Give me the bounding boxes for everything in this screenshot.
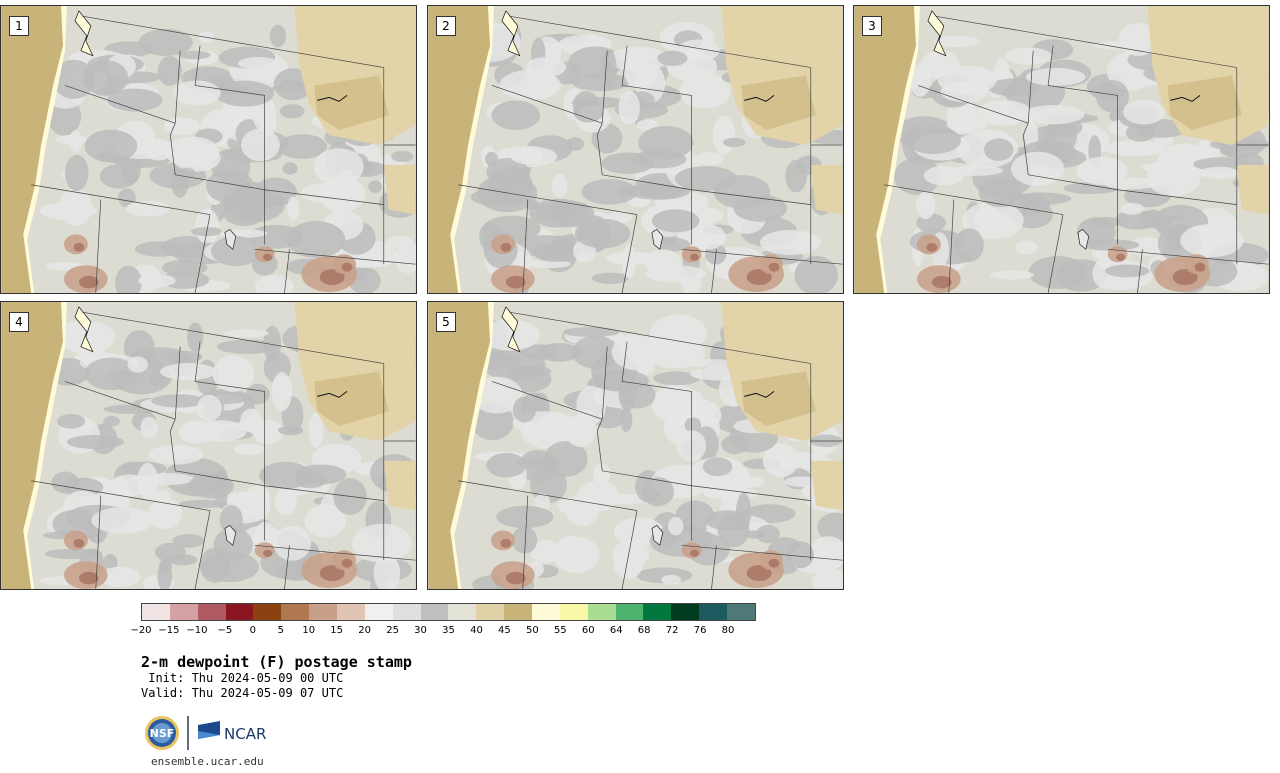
colorbar-tick-label: 20 — [358, 625, 371, 636]
colorbar-swatch — [169, 604, 198, 620]
colorbar-tick-label: 5 — [277, 625, 284, 636]
colorbar-tick-labels: −20 −15 −10 −5 0 5 10 15 20 25 30 35 40 45 50 55 60 64 68 7… — [130, 625, 756, 639]
colorbar-swatch — [559, 604, 588, 620]
colorbar-tick-label: 45 — [498, 625, 511, 636]
panel-number: 1 — [9, 16, 29, 36]
map-panel-5: 5 — [427, 301, 844, 590]
colorbar-swatch — [699, 604, 728, 620]
colorbar-swatch — [476, 604, 505, 620]
colorbar-tick-label: 50 — [525, 625, 539, 636]
colorbar-swatch — [643, 604, 672, 620]
panel-number: 4 — [9, 312, 29, 332]
colorbar-swatch — [392, 604, 421, 620]
panel-number: 2 — [436, 16, 456, 36]
colorbar-tick-label: −5 — [217, 625, 233, 636]
colorbar-swatch — [532, 604, 560, 620]
colorbar-swatch — [309, 604, 338, 620]
colorbar-tick-label: 40 — [470, 625, 483, 636]
colorbar-tick-label: 35 — [442, 625, 455, 636]
colorbar-swatch — [420, 604, 449, 620]
map-graphic — [854, 6, 1269, 293]
colorbar — [141, 603, 756, 621]
colorbar-swatch — [225, 604, 254, 620]
map-panel-1: 1 — [0, 5, 417, 294]
colorbar-swatch — [504, 604, 533, 620]
panel-number: 5 — [436, 312, 456, 332]
colorbar-tick-label: 55 — [553, 625, 567, 636]
map-panel-2: 2 — [427, 5, 844, 294]
map-panel-3: 3 — [853, 5, 1270, 294]
init-time: Init: Thu 2024-05-09 00 UTC — [141, 671, 344, 685]
colorbar-tick-label: 60 — [581, 625, 595, 636]
colorbar-swatch — [281, 604, 310, 620]
map-graphic — [428, 6, 843, 293]
colorbar-tick-label: 68 — [637, 625, 651, 636]
colorbar-tick-label: 15 — [330, 625, 344, 636]
colorbar-tick-label: 72 — [665, 625, 679, 636]
product-title: 2-m dewpoint (F) postage stamp — [141, 653, 412, 671]
colorbar-swatch — [364, 604, 393, 620]
nsf-logo: NSF — [145, 716, 179, 750]
colorbar-swatch — [142, 604, 170, 620]
map-graphic — [1, 302, 416, 589]
colorbar-tick-label: 76 — [693, 625, 707, 636]
svg-text:NSF: NSF — [150, 727, 175, 740]
footer-url: ensemble.ucar.edu — [151, 755, 264, 768]
colorbar-tick-label: −15 — [158, 625, 180, 636]
colorbar-tick-label: 80 — [721, 625, 735, 636]
colorbar-tick-label: −10 — [186, 625, 208, 636]
valid-time: Valid: Thu 2024-05-09 07 UTC — [141, 686, 344, 700]
colorbar-tick-label: 10 — [302, 625, 316, 636]
colorbar-swatch — [587, 604, 616, 620]
colorbar-tick-label: 30 — [414, 625, 427, 636]
map-graphic — [428, 302, 843, 589]
colorbar-tick-label: 0 — [249, 625, 256, 636]
colorbar-tick-label: 64 — [609, 625, 623, 636]
logo-block: NSF NCAR — [145, 713, 275, 753]
colorbar-swatch — [615, 604, 644, 620]
colorbar-swatch — [197, 604, 226, 620]
map-graphic — [1, 6, 416, 293]
colorbar-tick-label: −20 — [130, 625, 152, 636]
colorbar-swatch — [727, 604, 755, 620]
colorbar-swatch — [337, 604, 365, 620]
colorbar-swatch — [253, 604, 282, 620]
map-panel-4: 4 — [0, 301, 417, 590]
colorbar-swatch — [448, 604, 477, 620]
colorbar-swatch — [671, 604, 700, 620]
ncar-logo: NCAR — [198, 721, 266, 743]
svg-text:NCAR: NCAR — [224, 725, 266, 743]
colorbar-tick-label: 25 — [386, 625, 399, 636]
panel-number: 3 — [862, 16, 882, 36]
